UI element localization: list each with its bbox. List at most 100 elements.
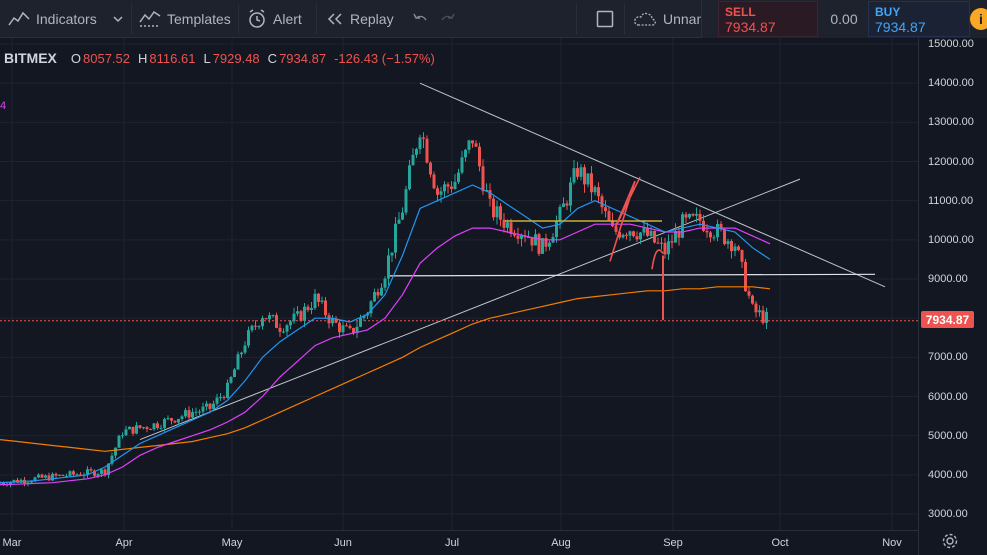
candle-body (691, 214, 695, 216)
candle-body (716, 223, 719, 238)
candle-body (166, 418, 170, 420)
candle-body (712, 237, 716, 239)
candle-body (478, 146, 481, 167)
candle-body (765, 311, 768, 323)
redo-button[interactable] (440, 0, 456, 38)
candle-body (264, 318, 268, 320)
indicators-dropdown[interactable] (113, 0, 123, 38)
candle-body (506, 222, 509, 228)
candle-body (72, 471, 75, 475)
alert-label: Alert (273, 11, 302, 27)
fullscreen-button[interactable] (596, 0, 614, 38)
candle-body (47, 475, 51, 481)
time-tick: Aug (551, 537, 571, 549)
candle-body (681, 214, 684, 238)
candle-body (215, 397, 219, 404)
layout-name-label: Unnan (663, 11, 705, 27)
red-arrow-head (651, 249, 664, 270)
alert-button[interactable]: Alert (247, 0, 302, 38)
undo-button[interactable] (412, 0, 428, 38)
candle-body (632, 231, 635, 237)
low-value: 7929.48 (212, 50, 260, 66)
time-tick: Nov (882, 537, 902, 549)
candle-body (240, 352, 243, 355)
candle-body (117, 435, 121, 448)
symbol-name[interactable]: BITMEX (4, 50, 57, 66)
candle-body (107, 463, 110, 475)
candle-body (75, 474, 79, 476)
candle-body (383, 278, 387, 288)
candle-body (719, 223, 723, 230)
indicators-icon (8, 11, 30, 26)
candle-body (509, 222, 513, 235)
candle-body (464, 149, 467, 158)
candle-body (495, 206, 499, 218)
templates-button[interactable]: Templates (139, 0, 231, 38)
candle-body (359, 317, 362, 327)
candle-body (138, 425, 142, 428)
candle-body (646, 227, 649, 236)
candle-body (394, 223, 397, 253)
candle-body (180, 416, 184, 419)
price-chart[interactable] (0, 38, 918, 530)
candle-body (58, 474, 61, 476)
candle-body (9, 482, 12, 486)
candle-body (33, 477, 37, 482)
spread-value: 0.00 (830, 11, 858, 27)
candle-body (317, 293, 320, 302)
info-icon[interactable]: i (970, 8, 987, 30)
candle-body (705, 230, 709, 233)
candle-body (271, 315, 275, 317)
candle-body (261, 318, 264, 327)
candle-body (565, 203, 569, 206)
candle-body (380, 287, 383, 296)
candle-body (187, 410, 191, 418)
replay-button[interactable]: Replay (326, 0, 394, 38)
candle-body (124, 429, 128, 436)
candle-body (432, 174, 436, 189)
candle-body (530, 237, 534, 246)
candle-body (488, 190, 492, 199)
candle-body (747, 291, 751, 296)
candle-body (674, 231, 677, 243)
buy-button[interactable]: BUY 7934.87 (868, 1, 970, 37)
candle-body (586, 173, 590, 185)
undo-icon (413, 13, 427, 21)
candle-body (149, 429, 152, 431)
candle-body (268, 315, 271, 320)
close-key: C (267, 50, 278, 66)
sell-button[interactable]: SELL 7934.87 (718, 1, 818, 37)
open-key: O (70, 50, 82, 66)
candle-body (296, 311, 299, 314)
candle-body (684, 214, 688, 218)
layout-name-button[interactable]: Unnan (633, 0, 704, 38)
price-tick: 12000.00 (928, 155, 974, 168)
candle-body (387, 255, 390, 279)
candle-body (243, 345, 247, 353)
gear-icon[interactable] (941, 532, 959, 550)
ma-slow-line (0, 286, 771, 452)
candle-body (460, 157, 464, 173)
price-tick: 7000.00 (928, 351, 968, 364)
rewind-icon (327, 13, 342, 25)
candle-body (411, 154, 415, 166)
candle-body (758, 310, 761, 313)
candle-body (628, 231, 632, 236)
candle-body (667, 241, 670, 255)
candle-body (26, 482, 30, 484)
candle-body (12, 479, 16, 483)
candle-body (677, 231, 681, 238)
price-axis[interactable] (918, 38, 987, 555)
candle-body (754, 303, 758, 313)
candle-body (51, 473, 54, 481)
replay-label: Replay (350, 11, 394, 27)
price-tick: 10000.00 (928, 233, 974, 246)
candle-body (191, 412, 194, 418)
indicators-button[interactable]: Indicators (8, 0, 97, 38)
candle-body (212, 403, 215, 409)
candle-body (103, 469, 107, 475)
candle-body (306, 306, 310, 311)
candle-body (726, 241, 730, 245)
candle-body (544, 238, 548, 247)
candle-body (331, 318, 334, 324)
